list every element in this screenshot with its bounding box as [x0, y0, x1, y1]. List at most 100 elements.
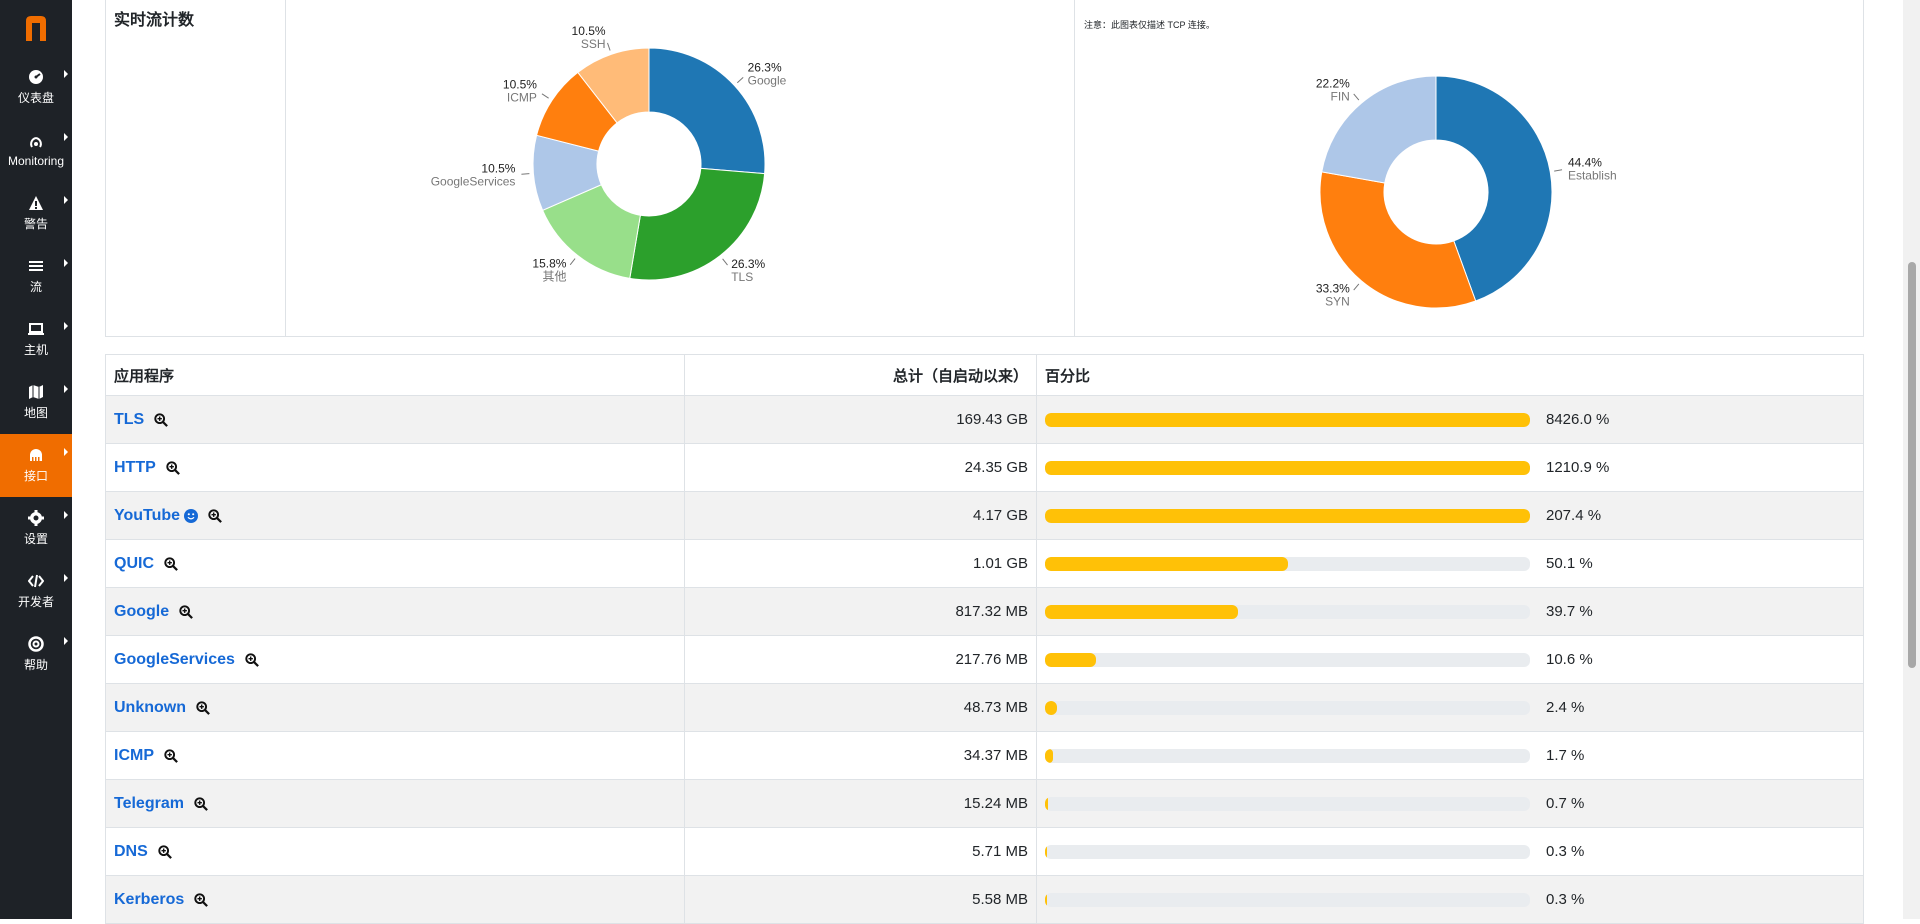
sidebar-item-hosts[interactable]: 主机 [0, 308, 72, 371]
zoom-in-icon[interactable] [179, 604, 194, 619]
app-link[interactable]: GoogleServices [114, 650, 235, 668]
pie-label-leader [736, 76, 744, 84]
progress-bar [1045, 892, 1530, 907]
progress-bar [1045, 652, 1530, 667]
section-title: 实时流计数 [114, 12, 195, 29]
percent-value: 50.1 % [1546, 555, 1593, 572]
pie-slice[interactable] [1435, 75, 1553, 302]
smile-icon [184, 508, 199, 523]
progress-bar [1045, 460, 1530, 475]
table-row: Kerberos 5.58 MB 0.3 % [105, 875, 1864, 924]
tcp-state-donut-chart: 44.4%Established 33.3%SYN 22.2%FIN [1316, 75, 1616, 309]
percent-cell: 0.7 % [1036, 779, 1864, 828]
percent-value: 0.7 % [1546, 795, 1585, 812]
table-row: QUIC 1.01 GB 50.1 % [105, 539, 1864, 588]
tcp-note: 注意：此图表仅描述 TCP 连接。 [1084, 20, 1215, 30]
caret-right-icon [64, 448, 68, 456]
app-link[interactable]: Unknown [114, 698, 186, 716]
app-name-cell: YouTube [105, 491, 685, 540]
page-scrollbar[interactable] [1903, 0, 1920, 919]
sidebar-item-interface[interactable]: 接口 [0, 434, 72, 497]
zoom-in-icon[interactable] [166, 460, 180, 475]
progress-fill [1045, 604, 1238, 619]
percent-value: 8426.0 % [1546, 411, 1610, 428]
app-name-cell: HTTP [105, 443, 685, 492]
pie-slice[interactable] [629, 167, 766, 281]
pie-label-leader [1554, 169, 1563, 172]
realtime-flows-panel: 实时流计数 注意：此图表仅描述 TCP 连接。 26.3% Google 26.3%… [105, 0, 1864, 337]
scrollbar-thumb[interactable] [1908, 262, 1916, 668]
zoom-in-icon[interactable] [245, 652, 259, 667]
monitoring-icon [30, 136, 42, 148]
zoom-in-icon[interactable] [194, 796, 208, 811]
app-name-cell: Unknown [105, 683, 685, 732]
developer-icon [28, 574, 44, 588]
sidebar-item-flows[interactable]: 流 [0, 245, 72, 308]
ntopng-logo[interactable] [0, 0, 72, 56]
percent-cell: 2.4 % [1036, 683, 1864, 732]
sidebar-item-settings[interactable]: 设置 [0, 497, 72, 560]
table-row: DNS 5.71 MB 0.3 % [105, 827, 1864, 876]
table-header-row: 应用程序 总计（自启动以来） 百分比 [105, 354, 1864, 396]
pie-category-label: Established [1568, 169, 1616, 183]
pie-slice[interactable] [648, 47, 766, 175]
sidebar-item-help[interactable]: 帮助 [0, 623, 72, 686]
app-name-cell: DNS [105, 827, 685, 876]
zoom-in-icon[interactable] [196, 700, 210, 715]
app-link[interactable]: QUIC [114, 554, 154, 572]
progress-fill [1045, 508, 1530, 523]
app-link[interactable]: DNS [114, 842, 148, 860]
zoom-in-icon[interactable] [158, 844, 172, 859]
zoom-in-icon[interactable] [194, 892, 209, 907]
zoom-in-icon[interactable] [208, 508, 222, 523]
percent-value: 0.3 % [1546, 891, 1585, 908]
app-link[interactable]: Telegram [114, 794, 184, 812]
percent-value: 2.4 % [1546, 699, 1585, 716]
header-application[interactable]: 应用程序 [105, 354, 685, 396]
app-name-cell: GoogleServices [105, 635, 685, 684]
pie-percent-label: 22.2% [1316, 76, 1350, 90]
percent-cell: 10.6 % [1036, 635, 1864, 684]
total-cell: 5.71 MB [684, 827, 1037, 876]
progress-fill [1045, 748, 1054, 763]
app-link[interactable]: Google [114, 602, 170, 620]
pie-slice[interactable] [1319, 171, 1477, 309]
app-link[interactable]: HTTP [114, 458, 156, 476]
caret-right-icon [64, 322, 68, 330]
zoom-in-icon[interactable] [164, 556, 178, 571]
percent-value: 10.6 % [1546, 651, 1593, 668]
progress-fill [1045, 412, 1530, 427]
sidebar-item-label: 地图 [23, 406, 48, 420]
sidebar-item-dashboard[interactable]: 仪表盘 [0, 56, 72, 119]
app-link[interactable]: YouTube [114, 506, 181, 524]
pie-category-label: Google [748, 73, 787, 87]
app-name-cell: ICMP [105, 731, 685, 780]
zoom-in-icon[interactable] [164, 748, 178, 763]
sidebar-item-warning[interactable]: 警告 [0, 182, 72, 245]
total-cell: 1.01 GB [684, 539, 1037, 588]
caret-right-icon [64, 70, 68, 78]
progress-bar [1045, 412, 1530, 427]
app-link[interactable]: ICMP [114, 746, 154, 764]
pie-label-leader [569, 258, 576, 266]
header-percent[interactable]: 百分比 [1036, 354, 1864, 396]
progress-fill [1045, 460, 1530, 475]
total-cell: 24.35 GB [684, 443, 1037, 492]
header-total[interactable]: 总计（自启动以来） [684, 354, 1037, 396]
percent-cell: 50.1 % [1036, 539, 1864, 588]
app-link[interactable]: TLS [114, 410, 145, 428]
percent-value: 207.4 % [1546, 507, 1602, 524]
hosts-icon [28, 323, 44, 335]
app-link[interactable]: Kerberos [114, 890, 185, 908]
percent-value: 1210.9 % [1546, 459, 1610, 476]
pie-slice[interactable] [1321, 75, 1437, 184]
sidebar-item-map[interactable]: 地图 [0, 371, 72, 434]
total-cell: 34.37 MB [684, 731, 1037, 780]
help-icon [28, 636, 44, 652]
sidebar-item-developer[interactable]: 开发者 [0, 560, 72, 623]
pie-percent-label: 10.5% [503, 78, 537, 92]
sidebar-item-monitoring[interactable]: Monitoring [0, 119, 72, 182]
pie-slice[interactable] [577, 47, 650, 124]
zoom-in-icon[interactable] [154, 412, 169, 427]
percent-value: 0.3 % [1546, 843, 1585, 860]
